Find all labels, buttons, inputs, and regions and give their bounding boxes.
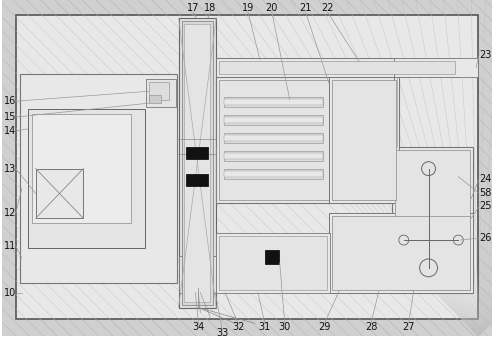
Text: 19: 19 [242, 3, 254, 13]
Bar [224, 168, 324, 179]
Bar [265, 250, 279, 264]
Bar [224, 151, 324, 161]
Text: 33: 33 [216, 328, 228, 338]
Bar [392, 147, 473, 293]
Text: 14: 14 [4, 126, 16, 136]
Bar [224, 117, 324, 123]
Bar [224, 153, 324, 159]
Bar [394, 58, 478, 77]
Bar [224, 115, 324, 125]
Bar [216, 233, 330, 293]
Bar [224, 97, 324, 107]
Text: 20: 20 [266, 3, 278, 13]
Bar [329, 213, 473, 293]
Bar [216, 58, 458, 77]
Text: 27: 27 [403, 322, 415, 332]
Bar [224, 171, 324, 177]
Text: 13: 13 [4, 164, 16, 174]
Text: 58: 58 [479, 188, 492, 198]
Bar [224, 133, 324, 143]
Bar [181, 21, 213, 304]
Bar [28, 109, 145, 248]
Text: 28: 28 [365, 322, 377, 332]
Bar [332, 80, 396, 200]
Text: 24: 24 [479, 174, 492, 184]
Bar [178, 18, 216, 307]
Text: 17: 17 [187, 3, 200, 13]
Bar [149, 82, 168, 100]
Bar [219, 61, 455, 74]
Text: 18: 18 [204, 3, 216, 13]
Bar [149, 95, 161, 103]
Bar [36, 168, 83, 218]
Bar [184, 24, 210, 302]
Bar [395, 150, 470, 290]
Bar [224, 99, 324, 105]
Bar [186, 147, 208, 159]
Bar [146, 79, 175, 107]
Bar [178, 256, 216, 293]
Text: 11: 11 [4, 241, 16, 251]
Text: 25: 25 [479, 201, 492, 211]
Text: 34: 34 [192, 322, 205, 332]
Bar [216, 77, 399, 203]
Text: 26: 26 [479, 233, 492, 243]
Bar [32, 114, 131, 223]
Text: 21: 21 [299, 3, 312, 13]
Bar [186, 174, 208, 185]
Bar [20, 74, 176, 283]
Bar [219, 236, 328, 290]
Text: 30: 30 [279, 322, 291, 332]
Text: 29: 29 [318, 322, 330, 332]
Text: 12: 12 [4, 208, 16, 218]
Text: 23: 23 [479, 49, 492, 60]
Text: 32: 32 [232, 322, 244, 332]
Text: 22: 22 [321, 3, 333, 13]
Text: 31: 31 [259, 322, 271, 332]
Bar [332, 216, 470, 290]
Text: 16: 16 [4, 96, 16, 106]
Bar [219, 80, 396, 200]
Text: 15: 15 [4, 112, 16, 122]
Text: 10: 10 [4, 288, 16, 298]
Bar [224, 135, 324, 141]
Bar [329, 77, 399, 203]
